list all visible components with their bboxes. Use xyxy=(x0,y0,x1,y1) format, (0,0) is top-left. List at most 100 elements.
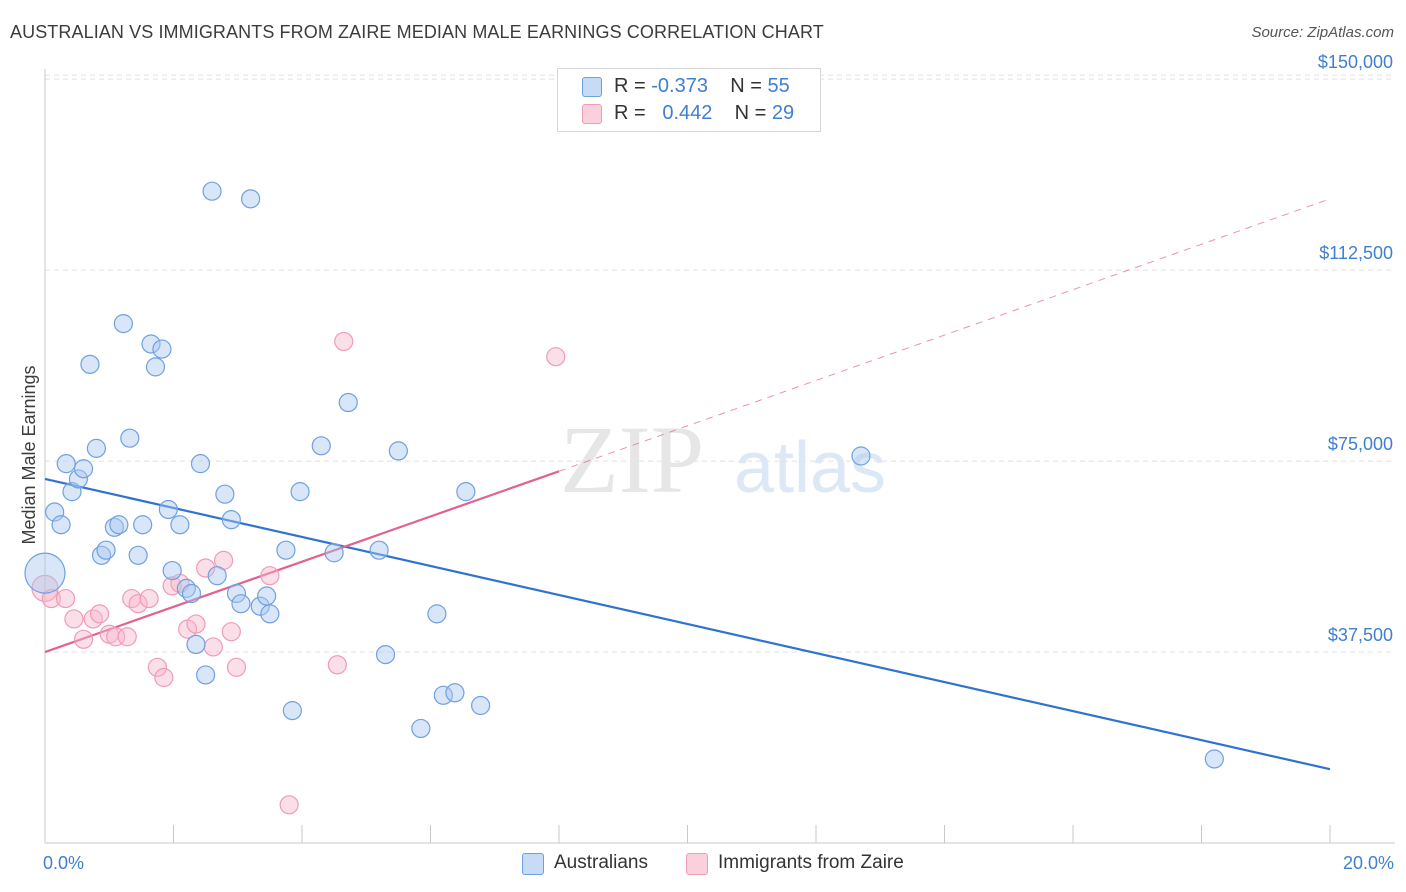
watermark-atlas: atlas xyxy=(734,428,886,508)
zaire-legend-swatch xyxy=(686,853,708,875)
australians-point xyxy=(231,594,251,614)
australians-point xyxy=(152,339,172,359)
x-tick-label-min: 0.0% xyxy=(43,853,84,873)
n-value-zaire: 29 xyxy=(771,102,795,124)
zaire-point xyxy=(196,558,216,578)
zaire-point xyxy=(128,594,148,614)
chart-title: AUSTRALIAN VS IMMIGRANTS FROM ZAIRE MEDI… xyxy=(10,22,824,42)
australians-point xyxy=(133,515,153,535)
trend-lines xyxy=(44,198,1331,771)
australians-point xyxy=(427,604,447,624)
n-label: N = xyxy=(734,102,767,124)
australians-point xyxy=(433,685,453,705)
watermark: ZIP atlas xyxy=(560,406,886,513)
australians-point xyxy=(851,446,871,466)
australians-legend-swatch xyxy=(522,853,544,875)
australians-point xyxy=(120,428,140,448)
australians-point xyxy=(190,454,211,474)
r-label: R = xyxy=(614,102,646,124)
legend-label-zaire: Immigrants from Zaire xyxy=(718,852,904,873)
axes xyxy=(44,69,1395,844)
trend-line xyxy=(558,198,1331,472)
zaire-point xyxy=(203,637,223,657)
y-axis-ticks: $37,500 $75,000 $112,500 $150,000 xyxy=(1318,52,1393,645)
zaire-point xyxy=(117,627,137,647)
trend-line xyxy=(44,470,560,654)
australians-point xyxy=(411,718,431,739)
australians-point xyxy=(181,583,202,604)
australians-point xyxy=(250,596,270,616)
australians-point xyxy=(145,357,166,377)
australians-point xyxy=(202,181,222,201)
n-label: N = xyxy=(730,75,762,97)
australians-point xyxy=(113,314,133,334)
australians-point xyxy=(24,552,66,594)
zaire-point xyxy=(73,629,94,649)
australians-point xyxy=(96,540,116,560)
australians-point xyxy=(226,583,247,604)
australians-point xyxy=(196,665,216,685)
australians-point xyxy=(51,515,71,535)
y-tick-label: $112,500 xyxy=(1319,243,1393,263)
australians-point xyxy=(241,189,261,209)
zaire-point xyxy=(83,609,103,629)
zaire-point xyxy=(106,627,126,647)
zaire-point xyxy=(327,655,347,675)
zaire-point xyxy=(260,566,280,586)
australians-point xyxy=(221,510,241,530)
australians-point xyxy=(369,540,389,560)
zaire-point xyxy=(279,795,299,815)
australians-point xyxy=(338,392,358,413)
australians-point xyxy=(290,482,310,502)
australians-point xyxy=(215,484,235,504)
zaire-point xyxy=(55,588,76,609)
australians-point xyxy=(388,441,408,461)
r-value-australians: -0.373 xyxy=(651,75,708,97)
y-tick-label: $37,500 xyxy=(1328,625,1393,645)
zaire-point xyxy=(334,331,354,352)
australians-point xyxy=(109,515,129,535)
zaire-point xyxy=(122,588,142,609)
y-tick-label: $150,000 xyxy=(1318,52,1393,72)
australians-point xyxy=(276,540,296,560)
australians-point xyxy=(471,695,491,716)
australians-point xyxy=(141,334,161,354)
australians-swatch xyxy=(582,77,602,97)
series-australians-points xyxy=(24,181,1224,769)
australians-point xyxy=(324,543,344,563)
australians-point xyxy=(73,459,94,479)
gridlines xyxy=(45,74,1395,653)
australians-point xyxy=(128,545,148,565)
australians-point xyxy=(311,436,331,456)
y-axis-label: Median Male Earnings xyxy=(19,365,39,544)
zaire-point xyxy=(41,588,62,609)
australians-point xyxy=(56,454,76,474)
x-axis-ticks: 0.0% 20.0% xyxy=(43,853,1394,873)
australians-point xyxy=(257,586,277,606)
australians-point xyxy=(260,604,280,624)
watermark-zip: ZIP xyxy=(560,406,704,513)
australians-point xyxy=(162,560,182,581)
australians-point xyxy=(86,438,107,458)
australians-point xyxy=(158,499,178,520)
zaire-point xyxy=(546,347,566,367)
zaire-point xyxy=(162,576,182,596)
australians-point xyxy=(445,683,465,703)
zaire-point xyxy=(139,588,159,609)
australians-point xyxy=(207,566,227,586)
zaire-point xyxy=(186,614,206,634)
r-value-zaire: 0.442 xyxy=(662,102,713,124)
legend-label-australians: Australians xyxy=(554,852,648,873)
australians-point xyxy=(282,701,302,721)
trend-line xyxy=(44,477,1331,771)
r-label: R = xyxy=(614,75,646,97)
series-zaire-points xyxy=(31,331,566,815)
y-tick-label: $75,000 xyxy=(1328,434,1393,454)
australians-point xyxy=(80,354,100,374)
zaire-point xyxy=(147,657,168,677)
x-tick-label-max: 20.0% xyxy=(1343,853,1394,873)
australians-point xyxy=(1204,749,1224,769)
australians-point xyxy=(456,482,476,502)
zaire-point xyxy=(90,604,110,624)
